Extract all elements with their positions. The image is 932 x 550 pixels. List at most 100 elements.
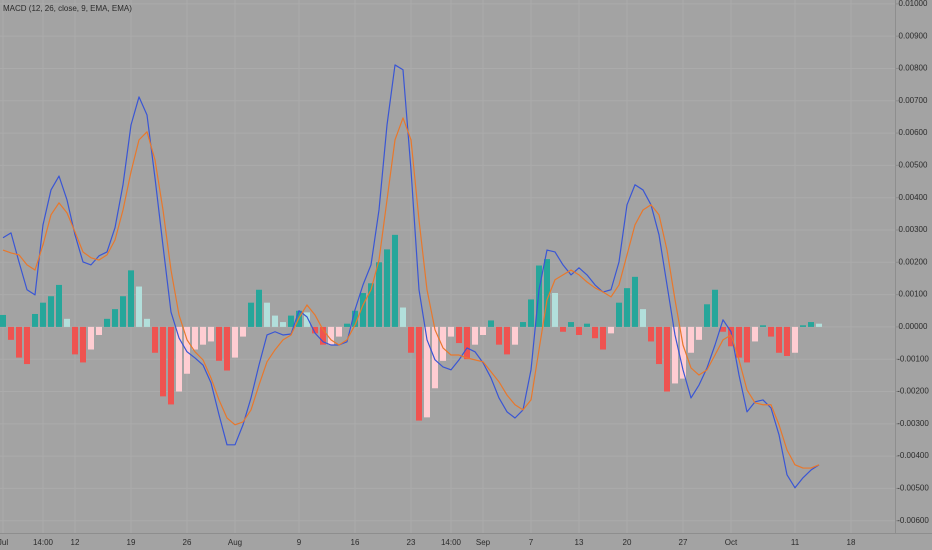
- histogram-bar: [520, 322, 526, 327]
- histogram-bar: [176, 326, 182, 392]
- histogram-bar: [168, 326, 174, 405]
- y-tick-label: -0.00400: [897, 451, 929, 460]
- x-tick-label: 9: [297, 538, 302, 547]
- histogram-bar: [544, 259, 550, 327]
- histogram-bar: [0, 314, 6, 327]
- x-tick-label: Aug: [228, 538, 242, 547]
- histogram-bar: [664, 326, 670, 392]
- histogram-bar: [424, 326, 430, 418]
- histogram-bar: [688, 326, 694, 353]
- histogram-bar: [80, 326, 86, 363]
- histogram-bar: [696, 326, 702, 340]
- x-tick-label: 18: [847, 538, 856, 547]
- x-tick-label: Sep: [476, 538, 491, 547]
- x-tick-label: 26: [183, 538, 192, 547]
- histogram-bar: [128, 270, 134, 327]
- histogram-bar: [464, 326, 470, 360]
- histogram-bar: [400, 307, 406, 327]
- histogram-bar: [528, 299, 534, 327]
- histogram-bar: [96, 326, 102, 335]
- histogram-bar: [248, 302, 254, 327]
- histogram-bar: [104, 318, 110, 327]
- histogram-bar: [288, 315, 294, 327]
- y-tick-label: 0.00700: [899, 96, 928, 105]
- histogram-bar: [16, 326, 22, 358]
- histogram-bar: [120, 296, 126, 327]
- histogram-bar: [280, 322, 286, 327]
- y-tick-label: 0.00400: [899, 193, 928, 202]
- x-tick-label: 23: [407, 538, 416, 547]
- histogram-bar: [816, 323, 822, 327]
- histogram-bar: [560, 326, 566, 332]
- histogram-bar: [32, 313, 38, 327]
- x-tick-label: Oct: [725, 538, 738, 547]
- histogram-bar: [568, 322, 574, 327]
- x-tick-label: 27: [679, 538, 688, 547]
- histogram-bar: [328, 326, 334, 345]
- histogram-bar: [112, 309, 118, 327]
- y-tick-label: 0.00500: [899, 161, 928, 170]
- histogram-bar: [488, 320, 494, 327]
- histogram-bar: [672, 326, 678, 384]
- histogram-bar: [144, 318, 150, 327]
- histogram-bar: [8, 326, 14, 340]
- histogram-bar: [504, 326, 510, 355]
- x-tick-label: Jul: [0, 538, 8, 547]
- histogram-bar: [616, 302, 622, 327]
- chart-title: MACD (12, 26, close, 9, EMA, EMA): [3, 4, 132, 13]
- x-tick-label: 13: [575, 538, 584, 547]
- histogram-bar: [136, 286, 142, 327]
- histogram-bar: [360, 292, 366, 327]
- y-tick-label: 0.01000: [899, 0, 928, 8]
- histogram-bar: [432, 326, 438, 389]
- x-tick-label: 7: [529, 538, 534, 547]
- y-tick-label: 0.00800: [899, 64, 928, 73]
- y-tick-label: 0.00200: [899, 257, 928, 266]
- histogram-bar: [56, 284, 62, 327]
- histogram-bar: [160, 326, 166, 397]
- histogram-bar: [608, 326, 614, 334]
- histogram-bar: [320, 326, 326, 345]
- histogram-bar: [536, 265, 542, 327]
- histogram-bar: [24, 326, 30, 365]
- histogram-bar: [512, 326, 518, 345]
- histogram-bar: [552, 292, 558, 327]
- histogram-bar: [680, 326, 686, 379]
- histogram-bar: [272, 315, 278, 327]
- histogram-bar: [744, 326, 750, 363]
- y-tick-label: 0.00000: [899, 322, 928, 331]
- line-series: [2, 64, 820, 489]
- histogram-bar: [776, 326, 782, 353]
- histogram-bar: [208, 326, 214, 342]
- histogram-bar: [408, 326, 414, 353]
- histogram-bar: [376, 262, 382, 327]
- histogram-bar: [192, 326, 198, 350]
- histogram-bar: [456, 326, 462, 344]
- histogram-bar: [624, 288, 630, 327]
- histogram-bar: [392, 234, 398, 327]
- x-tick-label: 14:00: [33, 538, 54, 547]
- histogram-bar: [152, 326, 158, 353]
- histogram-bar: [48, 296, 54, 327]
- histogram-bar: [496, 326, 502, 345]
- histogram-bar: [368, 283, 374, 327]
- histogram-bar: [472, 326, 478, 345]
- histogram-bar: [88, 326, 94, 350]
- histogram-bar: [648, 326, 654, 342]
- histogram-bar: [216, 326, 222, 361]
- histogram-bar: [384, 249, 390, 327]
- histogram-bar: [592, 326, 598, 339]
- histogram-bar: [304, 312, 310, 327]
- histogram-bar: [736, 326, 742, 358]
- histogram-bar: [232, 326, 238, 358]
- histogram-bar: [768, 326, 774, 337]
- histogram-bar: [312, 326, 318, 334]
- histogram-bar: [704, 304, 710, 327]
- y-tick-label: -0.00500: [897, 484, 929, 493]
- x-tick-label: 14:00: [441, 538, 462, 547]
- histogram-bar: [800, 325, 806, 327]
- histogram-bar: [792, 326, 798, 353]
- x-tick-label: 12: [71, 538, 80, 547]
